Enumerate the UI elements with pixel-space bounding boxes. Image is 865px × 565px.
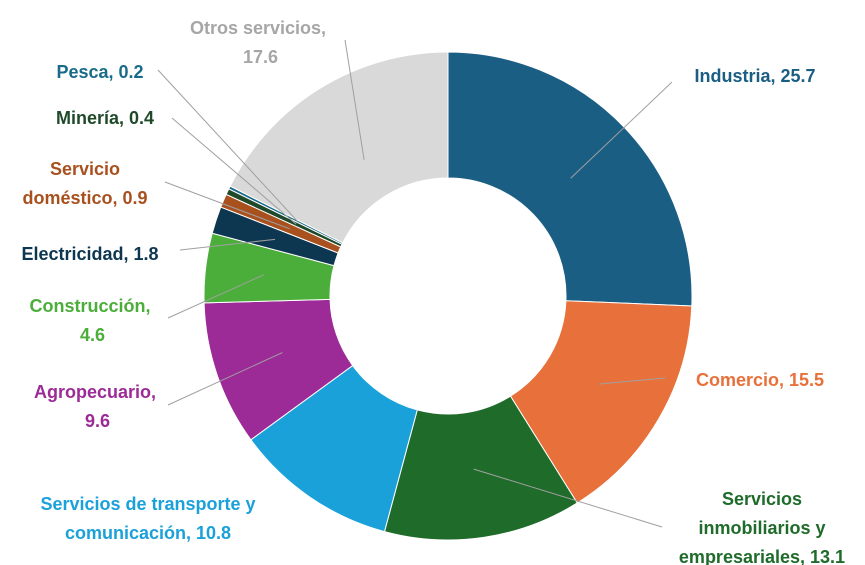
leader-line [473, 468, 663, 528]
leader-line [179, 238, 276, 251]
leader-line [167, 274, 265, 319]
data-label: Servicios de transporte y comunicación, 1… [36, 490, 261, 548]
data-label: Industria, 25.7 [665, 62, 845, 91]
label-category: Industria, [694, 66, 776, 86]
data-label: Construcción, 4.6 [20, 292, 160, 350]
data-label: Pesca, 0.2 [35, 58, 165, 87]
label-value: 13.1 [810, 547, 846, 565]
data-label: Servicio doméstico, 0.9 [10, 155, 160, 213]
label-category: Servicios inmobiliarios y empresariales, [678, 489, 826, 565]
label-value: 17.6 [242, 47, 279, 67]
donut-segment [383, 395, 578, 541]
data-label: Minería, 0.4 [30, 104, 180, 133]
data-label: Servicios inmobiliarios y empresariales,… [665, 485, 860, 565]
label-category: Comercio, [695, 370, 784, 390]
label-category: Agropecuario, [33, 382, 157, 402]
label-value: 0.9 [122, 188, 148, 208]
data-label: Comercio, 15.5 [665, 366, 855, 395]
label-category: Otros servicios, [189, 18, 327, 38]
donut-segment [229, 51, 449, 244]
label-value: 0.2 [118, 62, 144, 82]
leader-line [570, 81, 673, 179]
data-label: Agropecuario, 9.6 [25, 378, 165, 436]
leader-line [344, 39, 365, 160]
label-value: 15.5 [788, 370, 825, 390]
label-value: 9.6 [84, 411, 111, 431]
label-category: Construcción, [29, 296, 151, 316]
donut-segment [509, 300, 693, 504]
leader-line [599, 377, 666, 385]
leader-line [167, 352, 283, 406]
label-value: 0.4 [129, 108, 155, 128]
label-category: Electricidad, [21, 244, 129, 264]
label-value: 1.8 [133, 244, 159, 264]
label-value: 4.6 [79, 325, 106, 345]
label-category: Servicios de transporte y comunicación, [40, 494, 256, 543]
label-category: Minería, [55, 108, 124, 128]
label-category: Servicio doméstico, [22, 159, 121, 208]
data-label: Otros servicios, 17.6 [178, 14, 338, 72]
data-label: Electricidad, 1.8 [0, 240, 180, 269]
donut-segment [447, 51, 693, 307]
label-value: 25.7 [780, 66, 816, 86]
leader-line [171, 117, 297, 225]
label-value: 10.8 [195, 523, 232, 543]
leader-line [157, 69, 298, 222]
label-category: Pesca, [56, 62, 114, 82]
leader-line [164, 181, 290, 230]
